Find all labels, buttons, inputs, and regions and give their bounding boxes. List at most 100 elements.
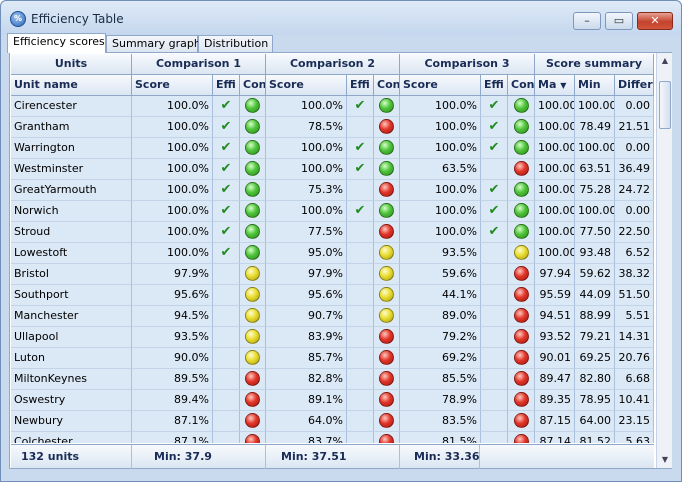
green-status-icon [379,97,394,113]
cell-score-2: 78.5% [266,117,347,138]
cell-confidence-2 [374,348,400,369]
col-efficient-2[interactable]: Effi [347,75,374,96]
col-confidence-3[interactable]: Con [508,75,535,96]
table-row[interactable]: Colchester 87.1% 83.7% 81.5% 87.14 81.52 5.63 [11,432,654,443]
cell-confidence-1 [240,348,266,369]
cell-efficient-1: ✔ [213,222,240,243]
group-header-comparison-3[interactable]: Comparison 3 [400,54,535,75]
cell-max: 100.00 [535,222,575,243]
table-row[interactable]: Ullapool 93.5% 83.9% 79.2% 93.52 79.21 14.31 [11,327,654,348]
group-header-comparison-1[interactable]: Comparison 1 [132,54,266,75]
cell-score-2: 83.9% [266,327,347,348]
cell-confidence-3 [508,138,535,159]
table-row[interactable]: GreatYarmouth 100.0% ✔ 75.3% 100.0% ✔ 100.00 75… [11,180,654,201]
group-header-comparison-2[interactable]: Comparison 2 [266,54,400,75]
red-status-icon [379,349,394,365]
col-score-2[interactable]: Score [266,75,347,96]
vertical-scrollbar[interactable]: ▲ ▼ [656,53,672,468]
col-max[interactable]: Ma ▼ [535,75,575,96]
cell-efficient-3 [481,390,508,411]
table-row[interactable]: Bristol 97.9% 97.9% 59.6% 97.94 59.62 38.32 [11,264,654,285]
green-status-icon [245,118,260,134]
cell-score-3: 81.5% [400,432,481,443]
col-score-3[interactable]: Score [400,75,481,96]
group-header-score-summary[interactable]: Score summary [535,54,654,75]
col-confidence-2[interactable]: Con [374,75,400,96]
table-row[interactable]: Oswestry 89.4% 89.1% 78.9% 89.35 78.95 10.41 [11,390,654,411]
cell-difference: 6.52 [615,243,654,264]
close-button[interactable]: ✕ [637,12,673,30]
tab-efficiency-scores[interactable]: Efficiency scores [7,33,106,53]
cell-min: 63.51 [575,159,615,180]
col-efficient-1[interactable]: Effi [213,75,240,96]
table-row[interactable]: Warrington 100.0% ✔ 100.0% ✔ 100.0% ✔ 100.00 100… [11,138,654,159]
yellow-status-icon [245,265,260,281]
cell-confidence-3 [508,285,535,306]
table-row[interactable]: Manchester 94.5% 90.7% 89.0% 94.51 88.99 5.51 [11,306,654,327]
cell-efficient-1 [213,369,240,390]
checkmark-icon: ✔ [220,224,232,239]
cell-score-2: 100.0% [266,201,347,222]
table-row[interactable]: MiltonKeynes 89.5% 82.8% 85.5% 89.47 82.80 6.6… [11,369,654,390]
table-row[interactable]: Stroud 100.0% ✔ 77.5% 100.0% ✔ 100.00 77.50 22.5… [11,222,654,243]
red-status-icon [379,370,394,386]
maximize-button[interactable]: ▭ [605,12,633,30]
table-row[interactable]: Grantham 100.0% ✔ 78.5% 100.0% ✔ 100.00 78.49 21… [11,117,654,138]
cell-confidence-2 [374,222,400,243]
cell-confidence-1 [240,264,266,285]
cell-confidence-2 [374,117,400,138]
tab-summary-graph[interactable]: Summary graph [106,35,201,53]
minimize-button[interactable]: – [573,12,601,30]
cell-efficient-2 [347,243,374,264]
cell-score-3: 83.5% [400,411,481,432]
scroll-down-icon[interactable]: ▼ [661,455,669,464]
table-row[interactable]: Norwich 100.0% ✔ 100.0% ✔ 100.0% ✔ 100.00 100.00… [11,201,654,222]
col-score-1[interactable]: Score [132,75,213,96]
cell-efficient-1 [213,285,240,306]
cell-confidence-3 [508,411,535,432]
tab-distribution[interactable]: Distribution [198,35,273,53]
cell-efficient-2 [347,222,374,243]
cell-min: 77.50 [575,222,615,243]
col-min[interactable]: Min [575,75,615,96]
cell-unit-name: Oswestry [11,390,132,411]
cell-difference: 23.15 [615,411,654,432]
checkmark-icon: ✔ [488,98,500,113]
scroll-thumb[interactable] [659,81,671,129]
cell-confidence-3 [508,222,535,243]
cell-confidence-1 [240,432,266,443]
red-status-icon [513,433,529,443]
scroll-up-icon[interactable]: ▲ [661,56,669,65]
checkmark-icon: ✔ [220,203,232,218]
cell-score-1: 100.0% [132,222,213,243]
cell-confidence-1 [240,222,266,243]
green-status-icon [379,160,394,176]
cell-min: 44.09 [575,285,615,306]
table-row[interactable]: Southport 95.6% 95.6% 44.1% 95.59 44.09 51.50 [11,285,654,306]
table-row[interactable]: Luton 90.0% 85.7% 69.2% 90.01 69.25 20.76 [11,348,654,369]
table-row[interactable]: Lowestoft 100.0% ✔ 95.0% 93.5% 100.00 93.48 6.5… [11,243,654,264]
cell-max: 93.52 [535,327,575,348]
title-bar[interactable]: % Efficiency Table – ▭ ✕ [1,1,681,35]
cell-efficient-2 [347,285,374,306]
cell-confidence-2 [374,96,400,117]
cell-score-3: 69.2% [400,348,481,369]
table-row[interactable]: Westminster 100.0% ✔ 100.0% ✔ 63.5% 100.00 63.5… [11,159,654,180]
cell-min: 59.62 [575,264,615,285]
table-row[interactable]: Newbury 87.1% 64.0% 83.5% 87.15 64.00 23.15 [11,411,654,432]
cell-max: 87.15 [535,411,575,432]
cell-confidence-2 [374,411,400,432]
cell-efficient-2: ✔ [347,201,374,222]
col-efficient-3[interactable]: Effi [481,75,508,96]
summary-footer: 132 units Min: 37.9 Min: 37.51 Min: 33.3… [11,444,654,469]
cell-efficient-3: ✔ [481,180,508,201]
group-header-units[interactable]: Units [11,54,132,75]
col-unit-name[interactable]: Unit name [11,75,132,96]
cell-confidence-1 [240,138,266,159]
table-row[interactable]: Cirencester 100.0% ✔ 100.0% ✔ 100.0% ✔ 100.00 10… [11,96,654,117]
col-difference[interactable]: Differ [615,75,654,96]
cell-score-3: 100.0% [400,117,481,138]
col-confidence-1[interactable]: Con [240,75,266,96]
red-status-icon [513,160,529,176]
